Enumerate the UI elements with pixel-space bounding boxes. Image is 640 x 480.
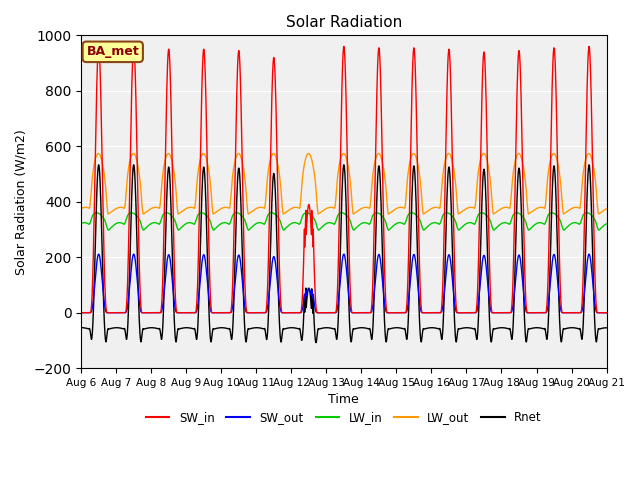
- Text: BA_met: BA_met: [86, 45, 139, 58]
- Legend: SW_in, SW_out, LW_in, LW_out, Rnet: SW_in, SW_out, LW_in, LW_out, Rnet: [141, 407, 547, 429]
- X-axis label: Time: Time: [328, 394, 359, 407]
- Title: Solar Radiation: Solar Radiation: [285, 15, 402, 30]
- Y-axis label: Solar Radiation (W/m2): Solar Radiation (W/m2): [15, 129, 28, 275]
